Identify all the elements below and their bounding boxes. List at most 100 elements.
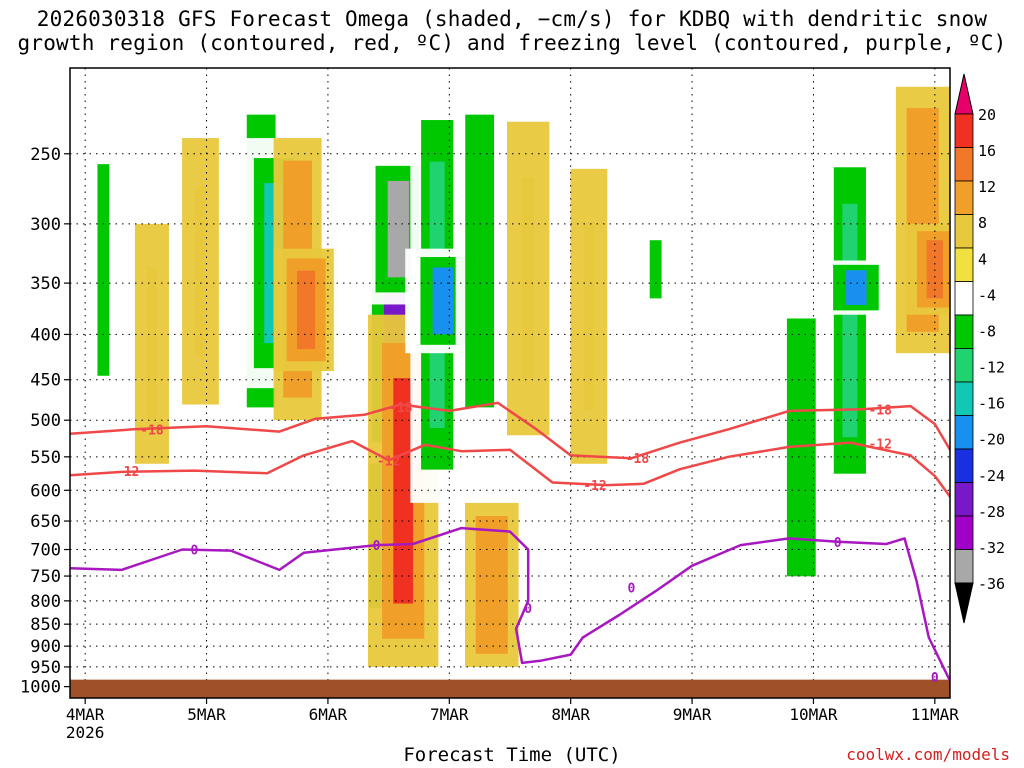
terrain-fill — [70, 679, 950, 698]
colorbar-swatch — [954, 549, 974, 584]
x-tick-label: 4MAR — [66, 705, 105, 724]
colorbar-label: -20 — [978, 431, 1005, 449]
y-tick-label: 350 — [30, 274, 61, 294]
x-tick-label: 9MAR — [673, 705, 712, 724]
contour-label: -12 — [116, 465, 139, 480]
colorbar-swatch — [954, 482, 974, 517]
omega-region-core — [794, 349, 809, 546]
omega-region-core — [484, 532, 500, 638]
y-tick-label: 450 — [30, 371, 61, 391]
omega-region-core — [522, 178, 535, 379]
x-tick-label: 6MAR — [309, 705, 348, 724]
colorbar-swatch — [954, 147, 974, 182]
omega-region-core — [649, 240, 662, 299]
omega-region-core — [432, 267, 454, 335]
colorbar-label: 4 — [978, 250, 987, 268]
omega-region-core — [845, 270, 867, 305]
colorbar-swatch — [954, 214, 974, 249]
y-axis: 2503003504004505005506006507007508008509… — [20, 145, 70, 698]
colorbar-swatch — [954, 415, 974, 450]
y-tick-label: 250 — [30, 145, 61, 165]
y-tick-label: 900 — [30, 637, 61, 657]
plot-frame — [69, 67, 951, 699]
contour-label: 0 — [834, 536, 842, 551]
omega-region-core — [393, 378, 414, 604]
colorbar-label: -8 — [978, 322, 996, 340]
x-axis: 4MAR 5MAR 6MAR 7MAR 8MAR 9MAR 10MAR 11MAR 2026 — [66, 698, 959, 742]
contour-label: -12 — [583, 479, 606, 494]
omega-region-core — [387, 180, 409, 278]
x-tick-label: 5MAR — [187, 705, 226, 724]
y-tick-label: 850 — [30, 615, 61, 635]
contour-label: 0 — [190, 544, 198, 559]
colorbar-swatch — [954, 180, 974, 215]
contour-label: -18 — [389, 401, 413, 416]
colorbar-label: 16 — [978, 142, 996, 160]
contour-label: -18 — [868, 403, 892, 418]
chart-title-line1: 2026030318 GFS Forecast Omega (shaded, −… — [36, 7, 988, 31]
colorbar-swatch — [954, 348, 974, 383]
contour-label: 0 — [524, 602, 532, 617]
colorbar-label: 8 — [978, 214, 987, 232]
contour-label: -18 — [140, 423, 164, 438]
y-tick-label: 950 — [30, 658, 61, 678]
omega-region-core — [297, 270, 316, 350]
colorbar-label: -4 — [978, 286, 996, 304]
chart-title-line2: growth region (contoured, red, ºC) and f… — [17, 31, 1007, 55]
omega-region-core — [97, 164, 110, 376]
y-tick-label: 600 — [30, 481, 61, 501]
contour-label: 0 — [373, 539, 381, 554]
colorbar-label: -28 — [978, 503, 1005, 521]
y-tick-label: 750 — [30, 567, 61, 587]
terrain — [70, 679, 950, 698]
y-tick-label: 550 — [30, 448, 61, 468]
omega-region-core — [347, 143, 358, 348]
colorbar-label: -12 — [978, 359, 1005, 377]
omega-region-core — [147, 267, 157, 421]
contours — [70, 401, 950, 682]
x-tick-label: 7MAR — [430, 705, 469, 724]
colorbar-label: 20 — [978, 106, 996, 124]
dendritic-contour-m12 — [70, 439, 950, 498]
freezing-level-contour — [70, 526, 950, 682]
credit-link[interactable]: coolwx.com/models — [846, 745, 1010, 764]
y-tick-label: 650 — [30, 512, 61, 532]
omega-shading — [82, 86, 950, 667]
omega-region-core — [195, 186, 206, 357]
omega-region-core — [926, 240, 944, 299]
y-tick-label: 1000 — [20, 678, 61, 698]
colorbar-label: -36 — [978, 575, 1005, 593]
colorbar-bottom-arrow — [954, 582, 974, 624]
x-tick-label: 10MAR — [789, 705, 838, 724]
contour-label: -12 — [868, 437, 891, 452]
colorbar-top-arrow — [954, 73, 974, 115]
y-tick-label: 400 — [30, 325, 61, 345]
colorbar: 20 16 12 8 4 -4 -8 -12 -16 -20 -24 -28 -32 -36 — [954, 73, 1005, 624]
omega-region-core — [583, 221, 595, 411]
colorbar-label: -24 — [978, 467, 1005, 485]
colorbar-label: 12 — [978, 178, 996, 196]
x-tick-label: 8MAR — [551, 705, 590, 724]
contour-label: -18 — [626, 452, 650, 467]
omega-region-core — [842, 203, 858, 438]
contour-label: 0 — [931, 671, 939, 686]
x-tick-label: 11MAR — [911, 705, 960, 724]
x-year-label: 2026 — [66, 723, 105, 742]
colorbar-swatch — [954, 381, 974, 416]
colorbar-label: -32 — [978, 539, 1005, 557]
colorbar-label: -16 — [978, 395, 1005, 413]
colorbar-swatch — [954, 247, 974, 282]
colorbar-swatch — [954, 448, 974, 483]
colorbar-swatch — [954, 515, 974, 550]
x-axis-label: Forecast Time (UTC) — [403, 744, 621, 766]
y-tick-label: 500 — [30, 411, 61, 431]
colorbar-swatch — [954, 113, 974, 148]
omega-region-core — [472, 149, 487, 373]
y-tick-label: 300 — [30, 215, 61, 235]
colorbar-swatch — [954, 281, 974, 316]
y-tick-label: 800 — [30, 592, 61, 612]
contour-labels: -18 -18 -12 -12 -18 -12 -18 -12 0 0 0 0 0 0 — [116, 401, 939, 686]
y-tick-label: 700 — [30, 541, 61, 561]
dendritic-contour-m18 — [70, 401, 950, 460]
